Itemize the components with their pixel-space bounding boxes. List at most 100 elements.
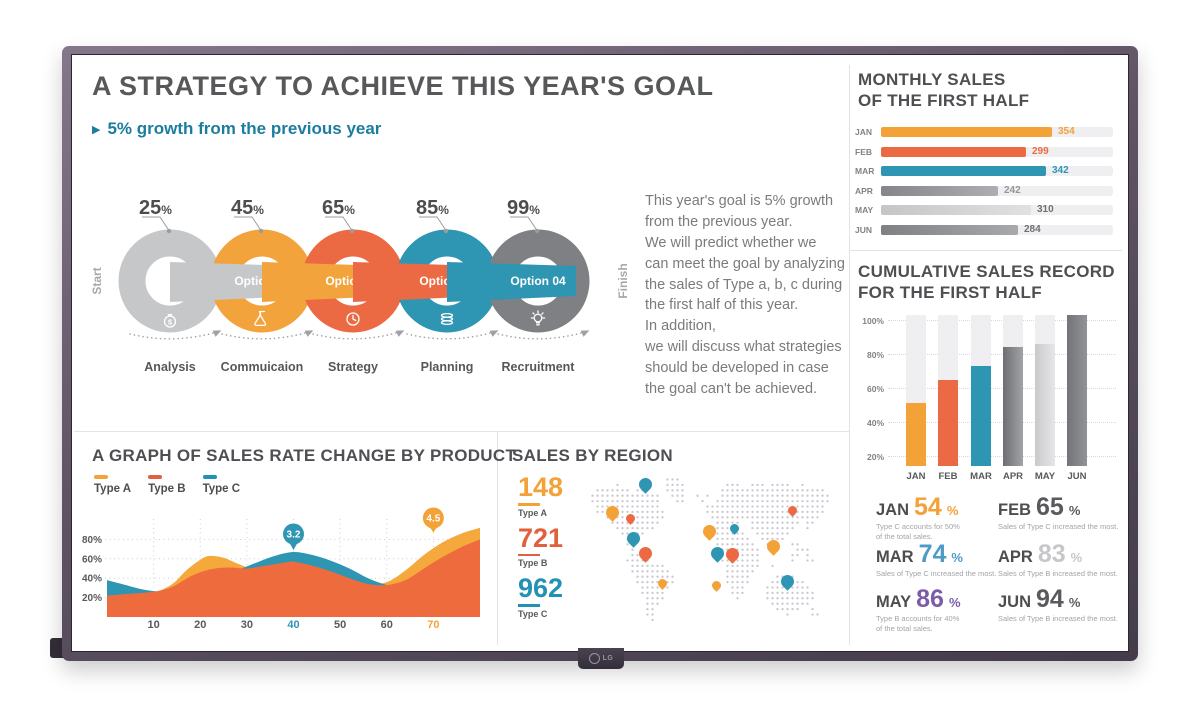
bar-value: 310 — [1037, 204, 1054, 215]
region-totals: 148 Type A 721 Type B 962 Type C — [518, 474, 563, 619]
gridline — [888, 388, 1116, 389]
page-subtitle: ▶ 5% growth from the previous year — [92, 119, 381, 139]
region-type-label: Type B — [518, 558, 548, 568]
ytick-label: 80% — [866, 350, 884, 360]
bar-fill — [881, 185, 998, 196]
stat-percent: 94 — [1036, 585, 1064, 613]
cumulative-bar — [1067, 314, 1087, 466]
triangle-bullet-icon: ▶ — [92, 123, 101, 136]
stat-percent-sign: % — [1068, 503, 1081, 518]
stat-heading: JUN 94% — [998, 585, 1120, 613]
bar-track: 342 — [881, 165, 1113, 176]
option-label: Option 04 — [510, 274, 566, 288]
product-graph-title: A GRAPH OF SALES RATE CHANGE BY PRODUCT — [92, 446, 517, 465]
bar-fill — [881, 146, 1026, 157]
stat-heading: FEB 65% — [998, 495, 1120, 520]
xtick-label: 40 — [287, 619, 299, 631]
bulb-icon — [530, 310, 546, 326]
stat-heading: MAY 86% — [876, 587, 998, 612]
data-marker — [422, 507, 444, 529]
xtick-label: 30 — [241, 619, 253, 631]
xtick-label: 20 — [194, 619, 206, 631]
cumulative-chart: 100% 80% 60% 40% 20% JAN FEB MAR APR MAY JUN — [858, 313, 1122, 491]
month-label: FEB — [855, 146, 872, 157]
bar-track: 284 — [881, 224, 1113, 235]
month-label: APR — [1002, 471, 1024, 482]
bar-track: 299 — [881, 145, 1113, 157]
stat-percent-sign: % — [948, 595, 961, 610]
percent-callout: 25% 45% 65% 85% 99% — [139, 197, 540, 219]
stat-heading: JAN 54% — [876, 495, 998, 520]
stat-heading: MAR 74% — [876, 542, 998, 567]
flask-icon — [254, 310, 267, 327]
ytick-label: 20% — [82, 593, 102, 604]
clock-icon — [346, 312, 360, 326]
divider — [849, 65, 850, 645]
stat-percent-sign: % — [946, 503, 959, 518]
page-title: A STRATEGY TO ACHIEVE THIS YEAR'S GOAL — [92, 71, 714, 101]
month-label: MAR — [970, 471, 992, 482]
ytick-label: 40% — [82, 574, 102, 585]
stat-caption: Sales of Type B increased the most. — [998, 614, 1118, 623]
svg-text:$: $ — [168, 318, 173, 327]
stat-cell: MAY 86% Type B accounts for 40% of the tot… — [876, 587, 998, 634]
stat-heading: APR 83% — [998, 542, 1120, 567]
region-total-item: 962 Type C — [518, 575, 563, 619]
monthly-row: MAY 310 — [855, 204, 1115, 215]
month-label: FEB — [938, 471, 958, 482]
gridline — [888, 422, 1116, 423]
bar-track: 354 — [881, 126, 1113, 137]
region-title: SALES BY REGION — [512, 446, 673, 465]
bar-track: 310 — [881, 204, 1113, 215]
stat-caption: Type C accounts for 50% of the total sal… — [876, 522, 960, 541]
cumulative-title: CUMULATIVE SALES RECORD FOR THE FIRST HA… — [858, 262, 1115, 303]
monthly-row: JAN 354 — [855, 126, 1115, 137]
tv-frame: A STRATEGY TO ACHIEVE THIS YEAR'S GOAL ▶… — [62, 46, 1138, 661]
legend-item: Type C — [202, 475, 240, 495]
monthly-stats-grid: JAN 54% Type C accounts for 50% of the tot… — [876, 495, 1120, 634]
bar-value: 354 — [1058, 126, 1075, 137]
stat-cell: JAN 54% Type C accounts for 50% of the tot… — [876, 495, 998, 543]
world-map — [585, 474, 835, 627]
month-label: JAN — [855, 127, 873, 137]
stat-caption: Sales of Type B increased the most. — [998, 569, 1118, 578]
month-label: JAN — [906, 471, 926, 482]
gridline — [888, 354, 1116, 355]
data-marker — [283, 523, 304, 545]
underline — [518, 503, 540, 506]
stat-cell: MAR 74% Sales of Type C increased the most… — [876, 542, 998, 588]
month-label: JUN — [855, 224, 873, 235]
bar-value: 242 — [1004, 184, 1021, 196]
xtick-label: 50 — [334, 619, 346, 631]
svg-text:25%: 25% — [139, 197, 172, 219]
marker-value: 3.2 — [287, 530, 301, 541]
dashboard-screen: A STRATEGY TO ACHIEVE THIS YEAR'S GOAL ▶… — [71, 54, 1129, 652]
cumulative-bar — [971, 365, 991, 466]
bar-value: 299 — [1032, 145, 1049, 157]
ytick-label: 40% — [866, 418, 884, 428]
start-label: Start — [90, 267, 104, 294]
area-series-type-b — [107, 539, 480, 617]
money-bag-icon: $ — [163, 314, 177, 328]
underline — [518, 604, 540, 607]
ytick-label: 100% — [862, 316, 884, 326]
bar-fill — [881, 224, 1018, 235]
bar-track: 242 — [881, 184, 1113, 196]
region-total-value: 721 — [518, 522, 564, 553]
stat-percent-sign: % — [951, 550, 963, 565]
monthly-sales-chart: JAN 354 FEB 299 MAR 342 APR 242 MAY 310 JUN 284 — [855, 126, 1115, 244]
divider — [849, 250, 1122, 251]
svg-text:Planning: Planning — [421, 360, 474, 374]
subtitle-text: 5% growth from the previous year — [107, 119, 382, 138]
cumulative-bar — [938, 379, 958, 466]
stat-percent-sign: % — [1068, 595, 1081, 610]
xtick-label: 10 — [148, 619, 160, 631]
callout-dot — [166, 228, 540, 234]
stat-percent-sign: % — [1070, 550, 1083, 565]
lg-brand-text: LG — [602, 655, 614, 662]
cumulative-bar — [1035, 343, 1055, 466]
legend-swatch — [148, 475, 163, 479]
svg-text:Commuicaion: Commuicaion — [221, 360, 304, 374]
stat-month: MAR — [876, 548, 914, 566]
